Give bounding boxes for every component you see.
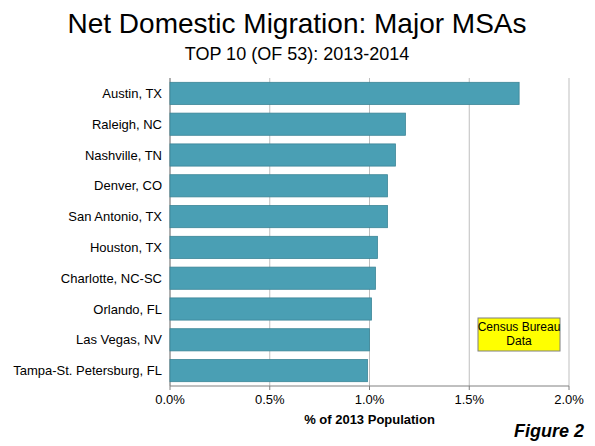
category-label: Orlando, FL bbox=[93, 302, 162, 317]
category-label: Charlotte, NC-SC bbox=[61, 271, 162, 286]
grid-line bbox=[469, 78, 470, 386]
background bbox=[0, 0, 595, 446]
bar bbox=[170, 236, 377, 258]
bar bbox=[170, 175, 387, 197]
category-label: Houston, TX bbox=[90, 240, 162, 255]
chart: Net Domestic Migration: Major MSAs TOP 10… bbox=[0, 0, 595, 446]
category-label: Nashville, TN bbox=[85, 148, 162, 163]
grid-line bbox=[569, 78, 570, 386]
category-label: Las Vegas, NV bbox=[76, 332, 162, 347]
category-label: Denver, CO bbox=[94, 178, 162, 193]
bar bbox=[170, 298, 371, 320]
annotation-line: Data bbox=[506, 334, 532, 348]
annotation: Census BureauData bbox=[478, 320, 561, 348]
tick-label: 1.0% bbox=[355, 392, 385, 407]
tick-label: 0.5% bbox=[255, 392, 285, 407]
x-axis-line bbox=[170, 386, 569, 387]
axis-label: % of 2013 Population bbox=[304, 412, 435, 427]
bar bbox=[170, 113, 405, 135]
tick-mark bbox=[469, 386, 470, 390]
bar bbox=[170, 329, 370, 351]
tick-label: 1.5% bbox=[454, 392, 484, 407]
tick-mark bbox=[269, 386, 270, 390]
category-label: San Antonio, TX bbox=[68, 209, 162, 224]
bar bbox=[170, 82, 519, 104]
tick-mark bbox=[569, 386, 570, 390]
tick-mark bbox=[170, 386, 171, 390]
subtitle: TOP 10 (OF 53): 2013-2014 bbox=[185, 44, 409, 64]
category-label: Tampa-St. Petersburg, FL bbox=[13, 363, 162, 378]
annotation-box bbox=[478, 318, 560, 351]
bar bbox=[170, 360, 368, 382]
annotation-line: Census Bureau bbox=[478, 320, 561, 334]
category-label: Austin, TX bbox=[102, 86, 162, 101]
title: Net Domestic Migration: Major MSAs bbox=[67, 8, 526, 39]
tick-label: 2.0% bbox=[554, 392, 584, 407]
bar bbox=[170, 144, 395, 166]
bar bbox=[170, 267, 375, 289]
tick-label: 0.0% bbox=[155, 392, 185, 407]
category-label: Raleigh, NC bbox=[92, 117, 162, 132]
bar bbox=[170, 206, 387, 228]
tick-mark bbox=[369, 386, 370, 390]
figure-label: Figure 2 bbox=[514, 421, 584, 441]
